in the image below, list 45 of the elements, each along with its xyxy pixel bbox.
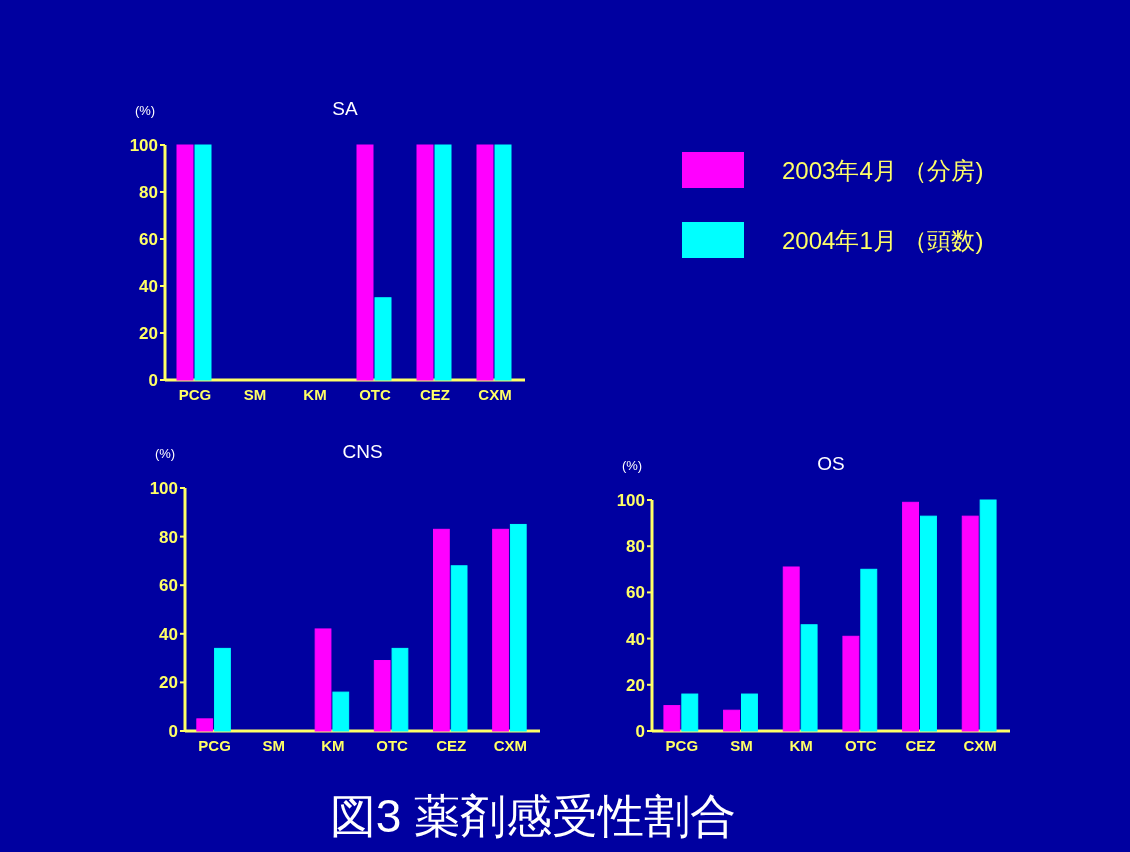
y-axis-title: (%) — [154, 446, 176, 461]
caption: 図3 薬剤感受性割合 — [329, 790, 737, 842]
x-tick-label: CXM — [963, 737, 997, 754]
x-tick-label: OTC — [359, 386, 391, 403]
x-tick-label: SM — [243, 386, 267, 403]
y-tick-label: 40 — [159, 624, 178, 644]
y-tick-label: 60 — [626, 583, 645, 603]
x-tick-label: SM — [262, 737, 285, 754]
y-axis-title: (%) — [134, 103, 156, 118]
y-tick-label: 100 — [149, 479, 178, 498]
y-tick-label: 0 — [168, 722, 178, 741]
y-tick-label: 100 — [129, 136, 158, 155]
y-tick-label: 80 — [159, 527, 178, 547]
y-axis-title: (%) — [621, 458, 643, 473]
x-tick-label: KM — [321, 737, 345, 754]
x-tick-label: CEZ — [420, 386, 450, 403]
chart-title: CNS — [342, 441, 383, 462]
x-tick-label: OTC — [845, 737, 877, 754]
x-tick-label: PCG — [198, 737, 231, 754]
x-tick-label: CEZ — [905, 737, 936, 754]
x-tick-label: OTC — [376, 737, 409, 754]
y-tick-label: 60 — [159, 576, 178, 596]
y-tick-label: 0 — [635, 722, 645, 741]
y-tick-label: 80 — [139, 183, 158, 202]
y-tick-label: 60 — [139, 230, 158, 249]
y-tick-label: 40 — [626, 629, 645, 649]
x-tick-label: PCG — [178, 386, 212, 403]
legend-label: 2004年1月 （頭数) — [782, 227, 984, 254]
chart-title: SA — [332, 98, 358, 119]
y-tick-label: 80 — [626, 537, 645, 557]
y-tick-label: 20 — [626, 675, 645, 695]
y-tick-label: 0 — [148, 371, 158, 390]
x-tick-label: KM — [789, 737, 813, 754]
y-tick-label: 20 — [139, 324, 158, 343]
x-tick-label: CXM — [478, 386, 512, 403]
y-tick-label: 20 — [159, 673, 178, 693]
legend-label: 2003年4月 （分房) — [782, 157, 984, 184]
x-tick-label: KM — [303, 386, 327, 403]
x-tick-label: SM — [730, 737, 753, 754]
x-tick-label: PCG — [665, 737, 699, 754]
x-tick-label: CEZ — [436, 737, 467, 754]
chart-title: OS — [817, 453, 845, 474]
y-tick-label: 100 — [616, 491, 645, 510]
x-tick-label: CXM — [493, 737, 528, 754]
y-tick-label: 40 — [139, 277, 158, 296]
